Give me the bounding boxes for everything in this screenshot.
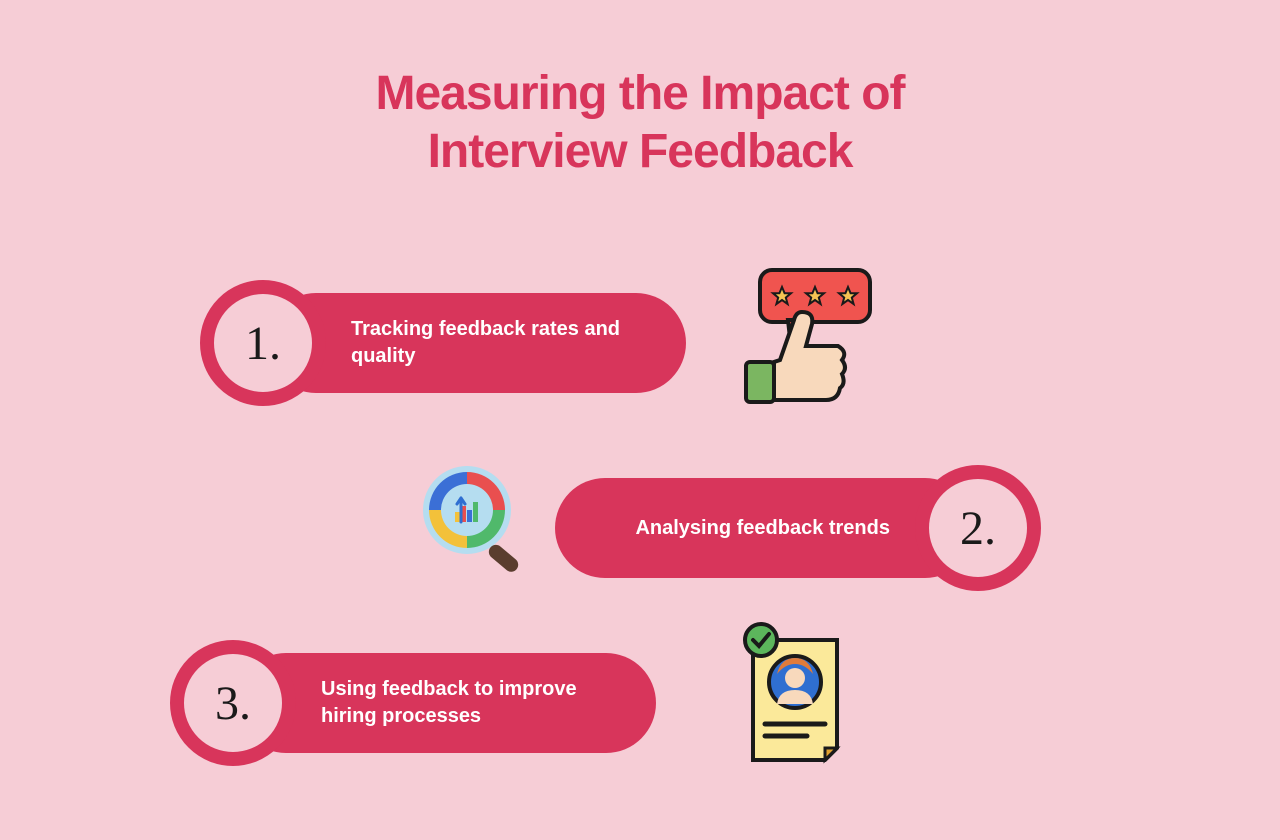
- step-3-pill: Using feedback to improve hiring process…: [236, 653, 656, 753]
- step-3-number-circle: 3.: [170, 640, 296, 766]
- step-1-label: Tracking feedback rates and quality: [351, 316, 656, 370]
- step-2-number: 2.: [960, 501, 996, 556]
- step-1-number: 1.: [245, 316, 281, 371]
- step-2-number-circle: 2.: [915, 465, 1041, 591]
- page-title-line1: Measuring the Impact of: [0, 65, 1280, 123]
- step-1-number-circle: 1.: [200, 280, 326, 406]
- resume-check-icon: [735, 620, 855, 770]
- step-1-pill: Tracking feedback rates and quality: [266, 293, 686, 393]
- step-3-label: Using feedback to improve hiring process…: [321, 676, 626, 730]
- step-1: 1. Tracking feedback rates and quality: [200, 280, 686, 406]
- step-2-label: Analysing feedback trends: [635, 515, 890, 542]
- page-title-line2: Interview Feedback: [0, 123, 1280, 181]
- magnifier-chart-icon: [415, 460, 535, 580]
- step-3-number: 3.: [215, 676, 251, 731]
- thumbs-up-stars-icon: [730, 262, 880, 412]
- step-2: 2. Analysing feedback trends: [555, 465, 1041, 591]
- step-3: 3. Using feedback to improve hiring proc…: [170, 640, 656, 766]
- step-2-pill: Analysing feedback trends: [555, 478, 975, 578]
